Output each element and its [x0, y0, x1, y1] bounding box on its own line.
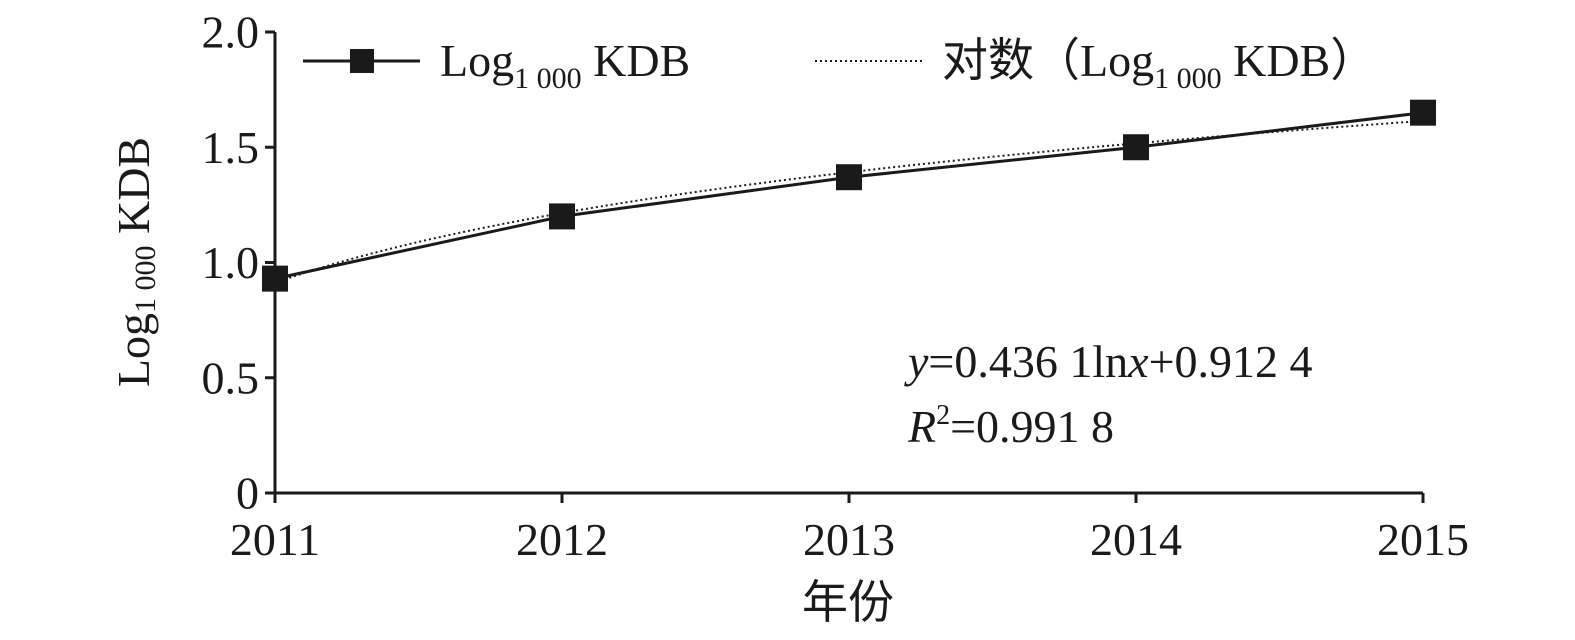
- x-axis-title: 年份: [802, 577, 894, 628]
- legend-trend-rest: KDB）: [1222, 35, 1377, 86]
- legend-trend-base: Log: [1080, 35, 1154, 86]
- axes: [273, 32, 1423, 495]
- y-tick-label: 1.5: [202, 122, 260, 173]
- r2-r: R: [907, 401, 936, 452]
- data-point-marker: [836, 164, 862, 191]
- x-tick-label: 2013: [803, 514, 895, 565]
- series-line: [274, 111, 1424, 281]
- eq-x: x: [1127, 336, 1149, 387]
- eq-rest: +0.912 4: [1149, 336, 1313, 387]
- r2-annotation: R2=0.991 8: [907, 400, 1114, 452]
- data-point-marker: [549, 203, 575, 230]
- data-point-marker: [1410, 99, 1436, 126]
- legend-marker-sample: [350, 49, 374, 73]
- x-tick-label: 2015: [1377, 514, 1469, 565]
- r2-rest: =0.991 8: [950, 401, 1114, 452]
- data-point-marker: [262, 265, 288, 292]
- y-axis-title-sub: 1 000: [129, 246, 162, 314]
- eq-y: y: [904, 336, 929, 387]
- r2-sup: 2: [936, 400, 950, 431]
- x-tick-label: 2014: [1090, 514, 1182, 565]
- legend-trend-sub: 1 000: [1154, 62, 1222, 95]
- trendline-path: [274, 119, 1424, 284]
- y-ticks: 0 0.5 1.0 1.5 2.0: [202, 7, 275, 519]
- trendline: [274, 119, 1424, 284]
- legend-trend-prefix: 对数（: [942, 35, 1080, 86]
- legend-trend-label: 对数（Log1 000 KDB）: [942, 35, 1376, 95]
- legend-series-label: Log1 000 KDB: [440, 35, 690, 95]
- y-axis-title-rest: KDB: [108, 137, 159, 246]
- y-axis-title-base: Log: [108, 313, 159, 387]
- eq-body: =0.436 1ln: [928, 336, 1128, 387]
- y-axis-title: Log1 000 KDB: [108, 137, 162, 387]
- legend-series-sub: 1 000: [514, 62, 582, 95]
- x-tick-label: 2012: [516, 514, 608, 565]
- legend-series-rest: KDB: [582, 35, 691, 86]
- x-tick-label: 2011: [230, 514, 320, 565]
- svg-text:Log1 000 KDB: Log1 000 KDB: [108, 137, 162, 387]
- legend: Log1 000 KDB 对数（Log1 000 KDB）: [303, 35, 1376, 95]
- y-tick-label: 0: [236, 468, 259, 519]
- equation-annotation: y=0.436 1lnx+0.912 4: [904, 336, 1313, 387]
- series-layer: [262, 99, 1436, 292]
- data-point-marker: [1123, 134, 1149, 161]
- legend-series-base: Log: [440, 35, 514, 86]
- x-ticks: 2011 2012 2013 2014 2015: [230, 493, 1469, 565]
- y-tick-label: 0.5: [202, 352, 260, 403]
- y-tick-label: 2.0: [202, 7, 260, 58]
- y-tick-label: 1.0: [202, 237, 260, 288]
